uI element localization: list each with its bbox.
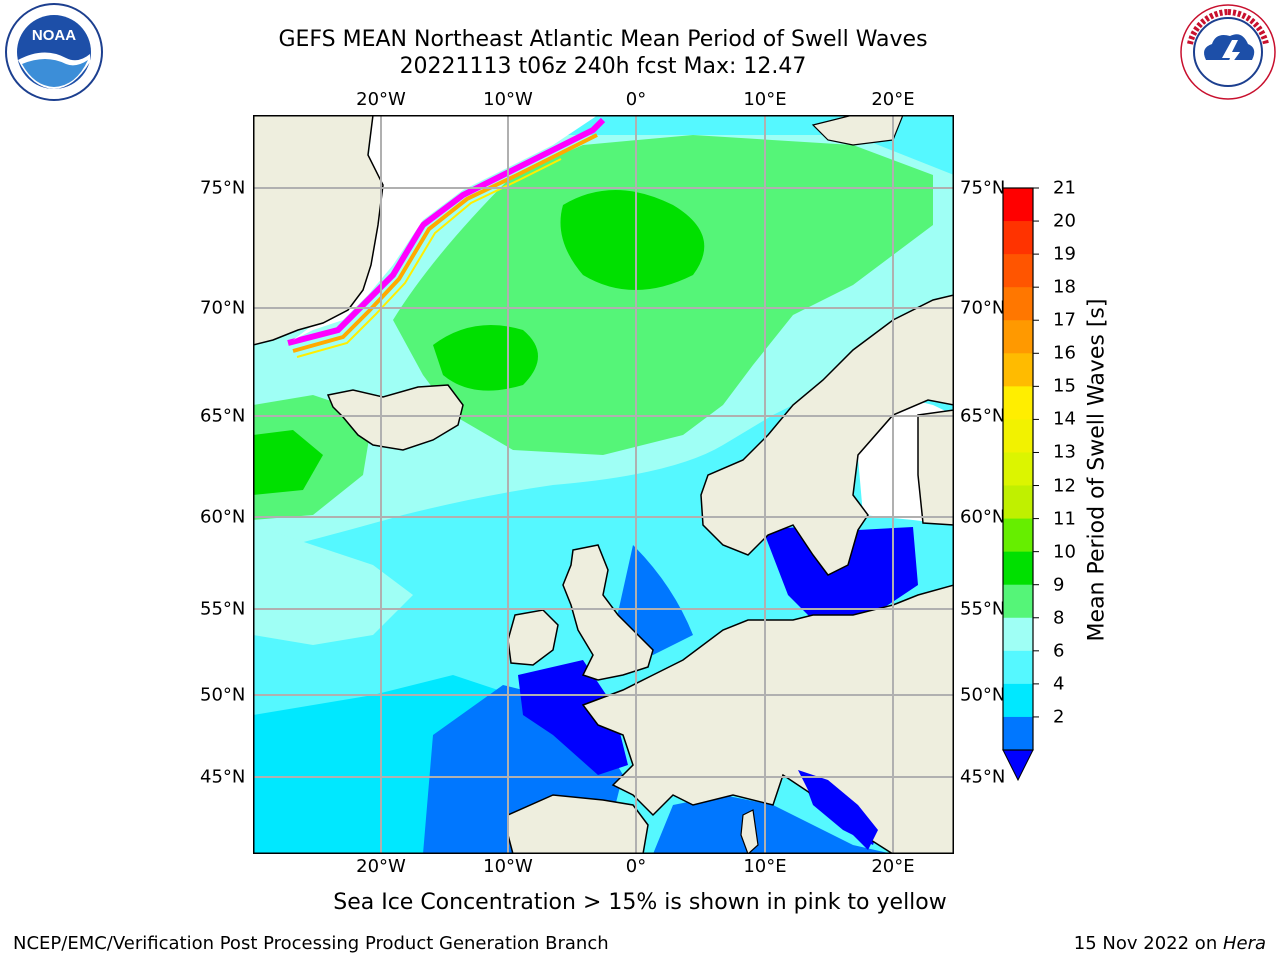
colorbar-tick-label: 20 <box>1053 210 1076 232</box>
map-gridlines <box>253 115 954 854</box>
sea-ice-edge <box>292 133 598 353</box>
swell-zone-below-2s <box>763 525 918 620</box>
colorbar-bin <box>1003 287 1033 321</box>
footer-date-text: 15 Nov 2022 on <box>1073 933 1223 954</box>
colorbar-bin <box>1003 584 1033 619</box>
colorbar-extend-triangle <box>1002 749 1034 782</box>
sea-ice-edge <box>296 158 562 358</box>
colorbar <box>1002 187 1039 782</box>
footer-credit: NCEP/EMC/Verification Post Processing Pr… <box>13 933 609 954</box>
colorbar-tick-label: 15 <box>1053 375 1076 397</box>
colorbar-bin <box>1003 683 1033 718</box>
lon-label-top: 20°W <box>356 89 406 110</box>
colorbar-bin <box>1003 716 1033 751</box>
swell-zone-below-2s <box>518 660 628 775</box>
land-iberia <box>507 794 649 854</box>
swell-zone-11-12s <box>433 325 538 391</box>
lon-label-bottom: 20°E <box>871 856 915 877</box>
colorbar-bins <box>1003 188 1033 751</box>
noaa-logo: NOAA <box>5 3 103 101</box>
sea-ice-note: Sea Ice Concentration > 15% is shown in … <box>333 890 947 915</box>
swell-period-map <box>253 115 954 854</box>
lon-label-bottom: 20°W <box>356 856 406 877</box>
lat-label-left: 60°N <box>200 506 246 528</box>
colorbar-tick-label: 4 <box>1053 673 1065 695</box>
lon-label-top: 0° <box>625 89 647 110</box>
chart-subtitle: 20221113 t06z 240h fcst Max: 12.47 <box>399 54 807 79</box>
lon-label-top: 10°E <box>743 89 787 110</box>
lat-label-left: 65°N <box>200 405 246 427</box>
colorbar-tick-label: 16 <box>1053 342 1076 364</box>
lat-label-left: 75°N <box>200 177 246 199</box>
colorbar-tick-label: 10 <box>1053 541 1076 563</box>
colorbar-bin <box>1003 617 1033 652</box>
svg-text:NOAA: NOAA <box>32 27 76 44</box>
swell-zone-2-4s <box>653 795 893 854</box>
land-iceland <box>326 384 464 451</box>
colorbar-bin <box>1003 419 1033 453</box>
colorbar-frame <box>1002 187 1034 751</box>
lat-label-right: 70°N <box>960 297 1006 319</box>
lat-label-right: 45°N <box>960 766 1006 788</box>
lat-label-left: 50°N <box>200 684 246 706</box>
lat-label-left: 45°N <box>200 766 246 788</box>
colorbar-ticks <box>1033 187 1039 718</box>
lat-label-left: 55°N <box>200 598 246 620</box>
lat-label-right: 65°N <box>960 405 1006 427</box>
lat-label-right: 55°N <box>960 598 1006 620</box>
colorbar-tick-label: 2 <box>1053 706 1065 728</box>
colorbar-bin <box>1003 386 1033 420</box>
colorbar-tick-label: 9 <box>1053 574 1065 596</box>
land-finland <box>917 409 954 526</box>
lon-label-bottom: 10°E <box>743 856 787 877</box>
colorbar-tick-label: 11 <box>1053 508 1076 530</box>
colorbar-bin <box>1003 254 1033 288</box>
lat-label-right: 50°N <box>960 684 1006 706</box>
swell-zone-11-12s <box>560 190 705 290</box>
chart-title: GEFS MEAN Northeast Atlantic Mean Period… <box>278 27 928 52</box>
lon-label-bottom: 0° <box>625 856 647 877</box>
swell-zone-2-4s <box>613 545 693 655</box>
colorbar-tick-label: 13 <box>1053 441 1076 463</box>
sea-adriatic <box>798 770 878 850</box>
colorbar-bin <box>1003 353 1033 387</box>
colorbar-bin <box>1003 518 1033 553</box>
footer-date: 15 Nov 2022 on Hera <box>1074 933 1266 954</box>
land-greenland <box>253 115 384 346</box>
swell-zone-11-12s <box>253 430 323 495</box>
colorbar-bin <box>1003 485 1033 520</box>
nws-logo <box>1180 4 1276 100</box>
lon-label-bottom: 10°W <box>483 856 533 877</box>
colorbar-bin <box>1003 320 1033 354</box>
colorbar-tick-label: 21 <box>1053 177 1076 199</box>
colorbar-tick-label: 8 <box>1053 607 1065 629</box>
colorbar-bin <box>1003 221 1033 255</box>
swell-zone-9-10s <box>253 525 413 645</box>
colorbar-bin <box>1003 650 1033 685</box>
sea-ice-edge <box>287 117 606 346</box>
colorbar-tick-label: 12 <box>1053 475 1076 497</box>
colorbar-tick-label: 17 <box>1053 309 1076 331</box>
colorbar-bin <box>1003 452 1033 487</box>
lat-label-right: 60°N <box>960 506 1006 528</box>
land-corsica-sardinia <box>740 809 759 854</box>
map-frame <box>253 115 954 854</box>
lon-label-top: 20°E <box>871 89 915 110</box>
lat-label-left: 70°N <box>200 297 246 319</box>
colorbar-tick-label: 18 <box>1053 276 1076 298</box>
colorbar-tick-label: 19 <box>1053 243 1076 265</box>
land-great-britain <box>562 544 654 681</box>
colorbar-title: Mean Period of Swell Waves [s] <box>1084 298 1110 642</box>
colorbar-bin <box>1003 188 1033 222</box>
colorbar-tick-label: 14 <box>1053 408 1076 430</box>
colorbar-tick-label: 6 <box>1053 640 1065 662</box>
lat-label-right: 75°N <box>960 177 1006 199</box>
colorbar-bin <box>1003 551 1033 586</box>
footer-host: Hera <box>1222 933 1266 954</box>
lon-label-top: 10°W <box>483 89 533 110</box>
